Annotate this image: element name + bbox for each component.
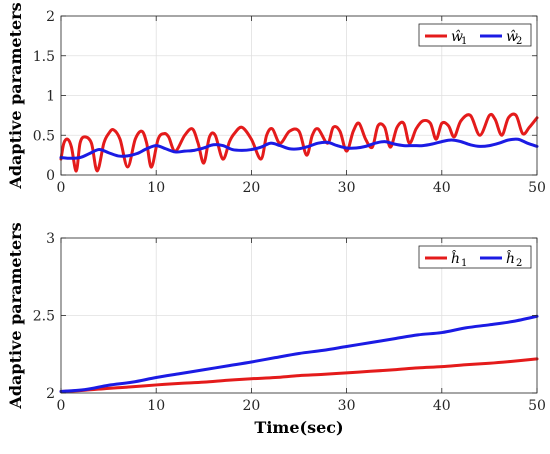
x-tick-label: 40 bbox=[433, 398, 451, 414]
bottom-panel: 0 10 20 30 40 50 2 2.5 3 Adaptive parameters Tim… bbox=[6, 222, 546, 437]
x-tick-label: 40 bbox=[433, 180, 451, 196]
y-tick-label: 1.5 bbox=[33, 49, 55, 65]
x-tick-label: 0 bbox=[57, 398, 66, 414]
legend-box bbox=[418, 23, 532, 47]
legend-subscript-1: 1 bbox=[461, 36, 467, 47]
x-tick-label: 50 bbox=[528, 398, 546, 414]
series-line-2 bbox=[59, 314, 539, 393]
series-line-1 bbox=[59, 112, 539, 173]
bottom-panel-series bbox=[59, 314, 539, 393]
x-tick-label: 30 bbox=[338, 398, 356, 414]
series-line-1 bbox=[59, 357, 539, 393]
legend-subscript-2: 2 bbox=[516, 36, 522, 47]
y-tick-label: 1 bbox=[46, 89, 55, 105]
bottom-panel-ylabel: Adaptive parameters bbox=[6, 222, 25, 409]
legend-subscript-2: 2 bbox=[516, 258, 522, 269]
top-panel-ylabel: Adaptive parameters bbox=[6, 2, 25, 189]
legend-label-1: ŵ bbox=[451, 29, 463, 45]
legend-subscript-1: 1 bbox=[461, 258, 467, 269]
top-panel-legend: ŵ1 ŵ2 bbox=[418, 23, 532, 47]
x-tick-label: 0 bbox=[57, 180, 66, 196]
y-tick-label: 0 bbox=[46, 168, 55, 184]
y-tick-label: 2 bbox=[46, 386, 55, 402]
top-panel-series bbox=[59, 112, 539, 173]
y-tick-label: 3 bbox=[46, 231, 55, 247]
x-tick-label: 10 bbox=[147, 180, 165, 196]
x-tick-label: 20 bbox=[242, 398, 260, 414]
x-tick-label: 10 bbox=[147, 398, 165, 414]
legend-box bbox=[418, 245, 532, 269]
y-tick-label: 2 bbox=[46, 9, 55, 25]
bottom-panel-xlabel: Time(sec) bbox=[254, 418, 343, 437]
top-panel-ticks: 0 10 20 30 40 50 0 0.5 1 1.5 2 bbox=[33, 9, 546, 196]
x-tick-label: 20 bbox=[242, 180, 260, 196]
top-panel: 0 10 20 30 40 50 0 0.5 1 1.5 2 Adaptive parameters… bbox=[6, 2, 546, 196]
legend-label-2: ŵ bbox=[506, 29, 518, 45]
legend-label-1: ĥ bbox=[451, 249, 460, 267]
x-tick-label: 50 bbox=[528, 180, 546, 196]
y-tick-label: 0.5 bbox=[33, 128, 55, 144]
bottom-panel-ticks: 0 10 20 30 40 50 2 2.5 3 bbox=[33, 231, 546, 414]
legend-label-2: ĥ bbox=[506, 249, 515, 267]
y-tick-label: 2.5 bbox=[33, 309, 55, 325]
series-line-2 bbox=[59, 137, 539, 160]
x-tick-label: 30 bbox=[338, 180, 356, 196]
